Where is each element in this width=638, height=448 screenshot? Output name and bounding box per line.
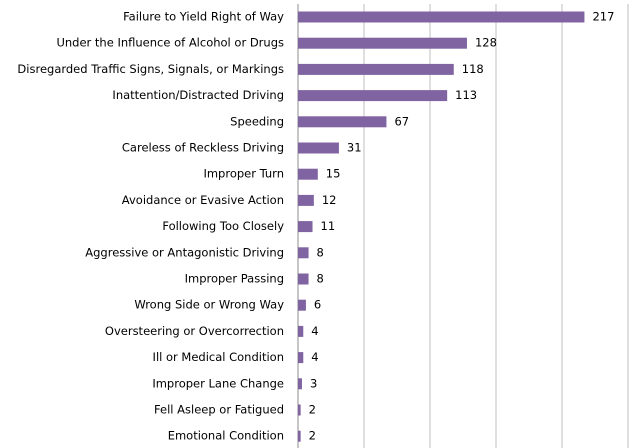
value-label: 217 (592, 10, 614, 24)
value-label: 6 (314, 298, 321, 312)
bar (298, 37, 467, 49)
bar (298, 247, 309, 259)
category-label: Following Too Closely (162, 219, 284, 233)
bar (298, 142, 339, 154)
bar (298, 273, 309, 285)
category-label: Oversteering or Overcorrection (105, 324, 284, 338)
category-label: Improper Lane Change (152, 376, 284, 390)
bar (298, 194, 314, 206)
category-label: Fell Asleep or Fatigued (154, 403, 284, 417)
value-label: 11 (321, 219, 336, 233)
category-label: Improper Turn (203, 167, 284, 181)
value-label: 3 (310, 376, 317, 390)
value-label: 2 (309, 429, 316, 443)
category-label: Avoidance or Evasive Action (122, 193, 284, 207)
category-label: Wrong Side or Wrong Way (134, 298, 284, 312)
value-label: 128 (475, 36, 497, 50)
bar (298, 325, 304, 337)
value-label: 2 (309, 403, 316, 417)
value-label: 118 (462, 62, 484, 76)
value-label: 8 (317, 245, 324, 259)
bar (298, 63, 454, 75)
value-label: 15 (326, 167, 341, 181)
bar (298, 168, 318, 180)
category-label: Failure to Yield Right of Way (123, 10, 284, 24)
category-label: Emotional Condition (168, 429, 284, 443)
bar (298, 221, 313, 233)
value-label: 4 (311, 324, 318, 338)
bar (298, 430, 301, 442)
value-label: 113 (455, 88, 477, 102)
category-label: Under the Influence of Alcohol or Drugs (56, 36, 284, 50)
bar (298, 299, 306, 311)
bar (298, 352, 304, 364)
bar (298, 116, 387, 128)
category-label: Careless of Reckless Driving (122, 141, 284, 155)
category-label: Speeding (230, 114, 284, 128)
value-label: 8 (317, 272, 324, 286)
value-label: 4 (311, 350, 318, 364)
category-label: Inattention/Distracted Driving (112, 88, 284, 102)
value-label: 31 (347, 141, 362, 155)
category-label: Ill or Medical Condition (153, 350, 284, 364)
category-label: Disregarded Traffic Signs, Signals, or M… (17, 62, 284, 76)
category-label: Aggressive or Antagonistic Driving (85, 245, 284, 259)
category-label: Improper Passing (185, 272, 284, 286)
bar (298, 90, 448, 102)
value-label: 12 (322, 193, 337, 207)
bar (298, 378, 302, 390)
value-label: 67 (394, 114, 409, 128)
bar (298, 11, 585, 23)
bar (298, 404, 301, 416)
